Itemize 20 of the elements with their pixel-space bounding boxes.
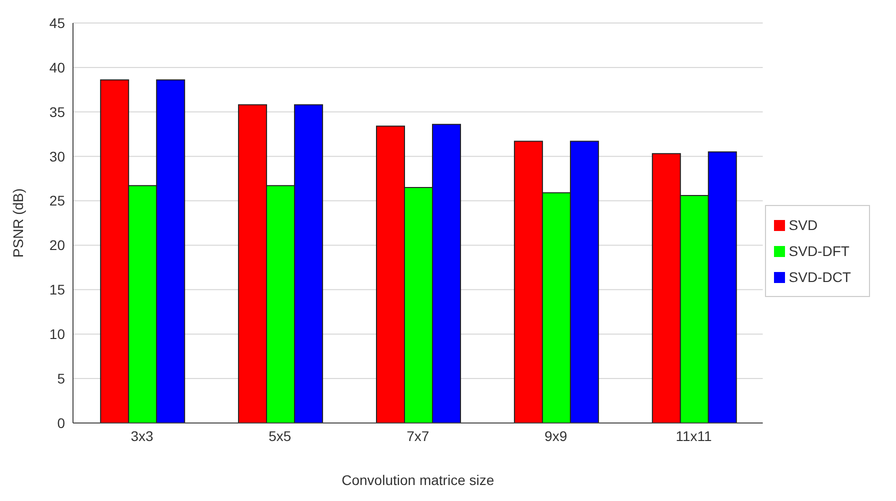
x-axis-title: Convolution matrice size	[342, 472, 494, 488]
y-axis-title: PSNR (dB)	[10, 188, 26, 258]
y-tick-label: 5	[57, 370, 66, 387]
y-tick-label: 30	[49, 148, 66, 164]
y-tick-label: 15	[49, 282, 66, 298]
legend-label: SVD-DCT	[788, 268, 851, 284]
y-tick-label: 25	[49, 192, 66, 209]
x-tick-label: 11x11	[676, 428, 712, 444]
y-tick-label: 20	[49, 237, 66, 254]
x-tick-label: 5x5	[268, 428, 292, 444]
legend-label: SVD-DFT	[788, 242, 850, 258]
x-tick-label: 7x7	[406, 428, 430, 444]
y-tick-label: 40	[49, 59, 66, 76]
y-tick-label: 45	[49, 14, 66, 31]
x-tick-label: 9x9	[544, 428, 568, 444]
y-tick-label: 35	[49, 104, 66, 120]
x-tick-label: 3x3	[130, 428, 154, 444]
legend-label: SVD	[788, 216, 818, 232]
y-tick-label: 10	[49, 326, 66, 342]
y-tick-label: 0	[57, 414, 66, 431]
